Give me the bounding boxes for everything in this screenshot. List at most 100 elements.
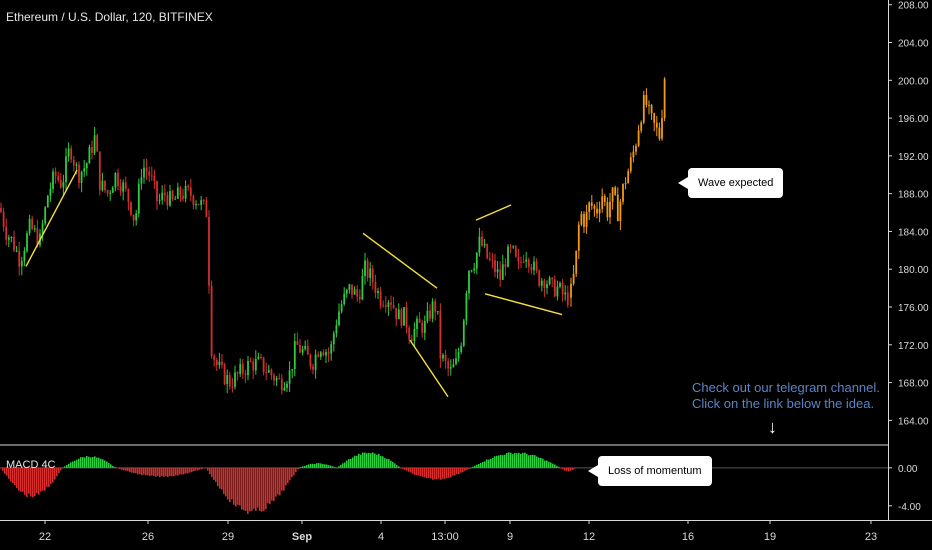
macd-bar bbox=[450, 467, 452, 478]
candle bbox=[153, 175, 156, 182]
trendline bbox=[475, 204, 512, 221]
candle bbox=[296, 341, 299, 345]
price-tick-label: 164.00 bbox=[898, 416, 929, 427]
candle bbox=[299, 344, 301, 353]
macd-bar bbox=[498, 455, 500, 468]
candle bbox=[345, 289, 348, 294]
candle bbox=[161, 192, 164, 200]
macd-bar bbox=[78, 458, 80, 468]
macd-bar bbox=[384, 458, 386, 468]
macd-bar bbox=[110, 464, 112, 468]
macd-bar bbox=[114, 467, 116, 468]
candle bbox=[369, 268, 372, 278]
macd-bar bbox=[440, 467, 442, 480]
candle bbox=[561, 282, 564, 295]
candle bbox=[338, 311, 340, 326]
candle bbox=[496, 269, 499, 272]
candle bbox=[145, 167, 148, 172]
candle bbox=[210, 285, 213, 356]
projection-candle bbox=[616, 194, 619, 222]
projection-candle bbox=[640, 122, 643, 131]
macd-bar bbox=[378, 453, 380, 468]
candle bbox=[408, 327, 411, 340]
candle bbox=[228, 375, 231, 387]
macd-bar bbox=[227, 467, 229, 500]
candle bbox=[309, 354, 312, 367]
macd-bar bbox=[564, 467, 566, 471]
macd-bar bbox=[217, 467, 219, 487]
macd-bar bbox=[334, 467, 336, 468]
projection-candle bbox=[580, 213, 583, 225]
macd-bar bbox=[364, 452, 366, 468]
macd-bar bbox=[155, 467, 157, 477]
candle bbox=[98, 151, 101, 191]
loss-of-momentum-callout: Loss of momentum bbox=[588, 456, 712, 486]
candle bbox=[226, 375, 229, 385]
macd-bar bbox=[229, 467, 231, 502]
candle bbox=[158, 199, 161, 201]
candle bbox=[257, 356, 260, 359]
macd-bar bbox=[404, 467, 406, 470]
macd-bar bbox=[159, 467, 161, 478]
candle bbox=[361, 275, 364, 300]
candle bbox=[171, 191, 174, 200]
candle bbox=[559, 282, 561, 287]
candle bbox=[429, 310, 431, 319]
macd-bar bbox=[297, 467, 299, 470]
candle bbox=[109, 192, 112, 194]
candle bbox=[267, 369, 270, 373]
time-tick-label: 9 bbox=[507, 531, 513, 543]
macd-tick-label: 0.00 bbox=[898, 464, 918, 475]
candle bbox=[218, 361, 221, 366]
candle bbox=[254, 358, 257, 371]
candle bbox=[117, 172, 119, 187]
projection-candle bbox=[590, 202, 593, 206]
candle bbox=[449, 367, 452, 369]
macd-bar bbox=[42, 467, 44, 491]
macd-bar bbox=[66, 465, 68, 468]
macd-bar bbox=[390, 460, 392, 468]
macd-bar bbox=[510, 452, 512, 468]
macd-bar bbox=[177, 467, 179, 476]
candle bbox=[46, 195, 49, 208]
macd-bar bbox=[82, 457, 84, 468]
macd-bar bbox=[84, 457, 86, 468]
macd-bar bbox=[189, 467, 191, 473]
macd-bar bbox=[211, 467, 213, 478]
macd-bar bbox=[44, 467, 46, 491]
macd-bar bbox=[263, 467, 265, 512]
macd-bar bbox=[24, 467, 26, 495]
projection-candle bbox=[661, 118, 663, 139]
macd-bar bbox=[28, 467, 30, 494]
time-axis[interactable]: 22 26 29 Sep 4 13:00 9 12 16 19 23 bbox=[39, 520, 877, 543]
macd-bar bbox=[548, 461, 550, 468]
candle bbox=[192, 195, 195, 205]
macd-bar bbox=[175, 467, 177, 476]
macd-bar bbox=[187, 467, 189, 474]
macd-bar bbox=[328, 465, 330, 468]
candle bbox=[59, 180, 62, 188]
macd-bar bbox=[476, 464, 478, 468]
candle bbox=[377, 291, 379, 293]
candle bbox=[5, 226, 8, 240]
macd-bar bbox=[542, 458, 544, 468]
candle bbox=[332, 333, 335, 345]
candle bbox=[486, 244, 489, 259]
candle bbox=[205, 200, 208, 217]
candle bbox=[517, 256, 520, 262]
macd-bar bbox=[241, 467, 243, 510]
candle bbox=[366, 260, 369, 278]
telegram-promo: Check out our telegram channel. Click on… bbox=[692, 380, 880, 412]
macd-bar bbox=[462, 467, 464, 473]
price-tick-label: 176.00 bbox=[898, 303, 929, 314]
macd-bar bbox=[316, 463, 318, 468]
macd-bar bbox=[54, 467, 56, 480]
candle bbox=[239, 364, 242, 374]
price-axis[interactable]: 208.00 204.00 200.00 196.00 192.00 188.00 184.… bbox=[888, 1, 929, 513]
macd-bar bbox=[394, 463, 396, 468]
macd-bar bbox=[306, 465, 308, 468]
macd-bar bbox=[494, 456, 496, 468]
macd-bar bbox=[408, 467, 410, 472]
candle bbox=[465, 293, 468, 321]
